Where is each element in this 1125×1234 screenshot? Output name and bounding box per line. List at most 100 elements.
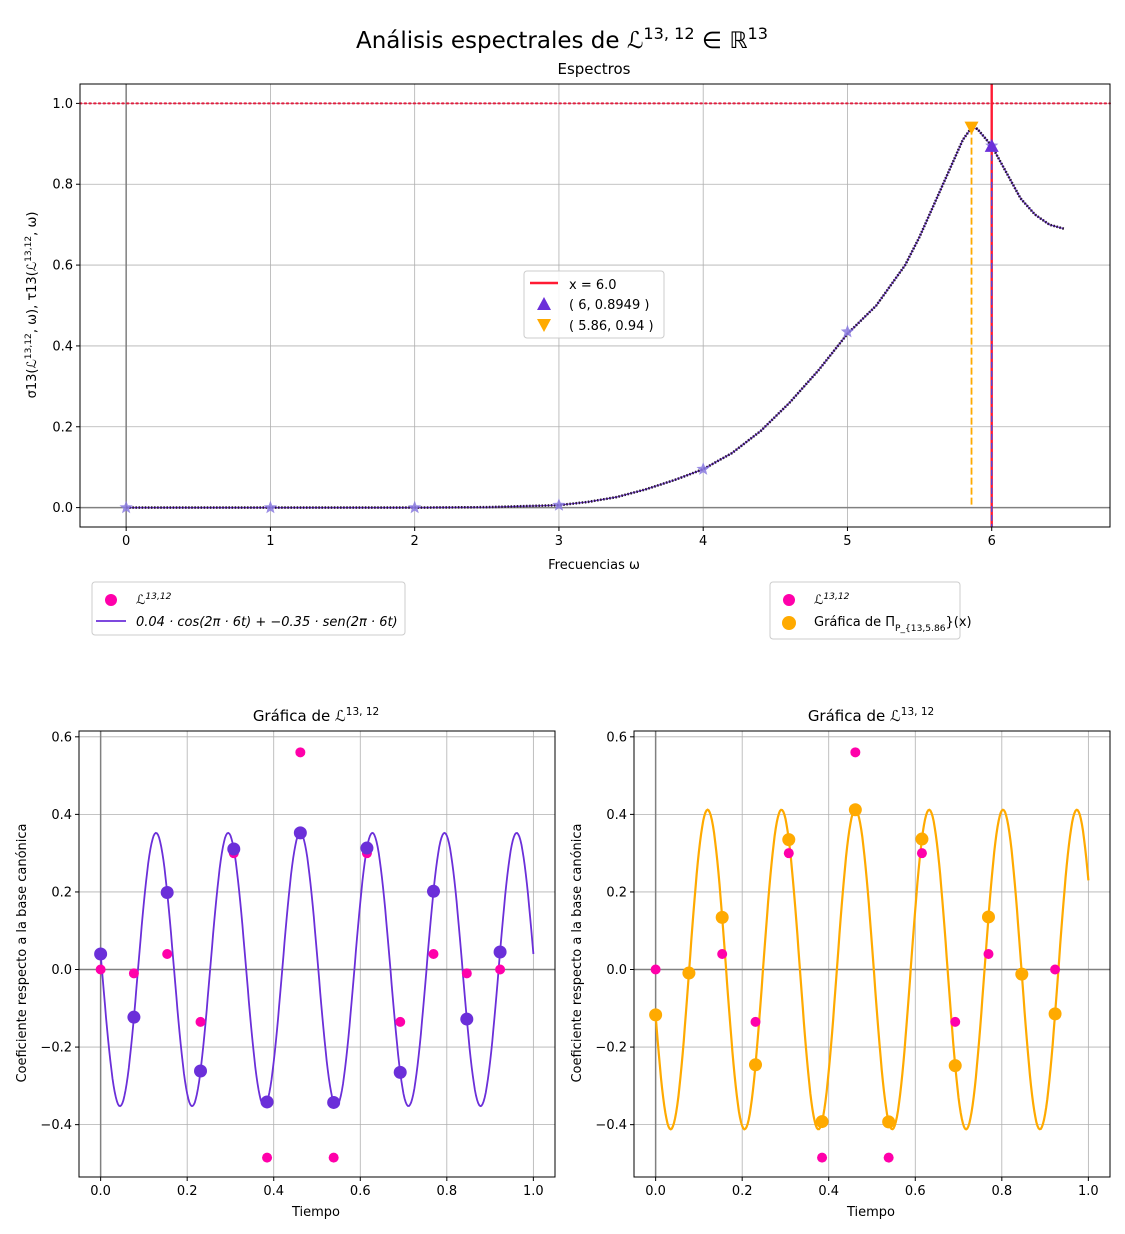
left-sample-point	[495, 964, 506, 975]
left-fit-point	[127, 1010, 141, 1024]
right-legend-label: ℒ13,12	[814, 592, 850, 608]
left-title: Gráfica de ℒ13, 12	[253, 706, 379, 725]
left-fit-point	[393, 1065, 407, 1079]
spectrum-ytick-label: 0.0	[52, 501, 73, 516]
right-xtick-label: 1.0	[1078, 1184, 1099, 1199]
left-fit-point	[194, 1064, 208, 1078]
right-fit-point	[815, 1115, 829, 1129]
spectrum-xlabel: Frecuencias ω	[548, 558, 640, 573]
left-xtick-label: 0.2	[177, 1184, 198, 1199]
spectrum-ylabel: σ13(ℒ13,12, ω), τ13(ℒ13,12, ω)	[24, 212, 40, 399]
left-fit-point	[293, 826, 307, 840]
right-ytick-label: 0.4	[606, 808, 627, 823]
left-fit-point	[94, 947, 108, 961]
left-sample-point	[262, 1152, 273, 1163]
left-legend-label: 0.04 · cos(2π · 6t) + −0.35 · sen(2π · 6…	[136, 615, 398, 630]
left-fit-point	[426, 884, 440, 898]
left-sample-point	[128, 968, 139, 979]
right-fit-curve	[654, 808, 1090, 1131]
right-xlabel: Tiempo	[846, 1205, 895, 1220]
spectrum-ytick-label: 0.2	[52, 420, 73, 435]
left-sample-point	[395, 1016, 406, 1027]
spectrum-xtick-label: 5	[843, 534, 851, 549]
right-fit-point	[882, 1115, 896, 1129]
spectrum-legend-label: ( 6, 0.8949 )	[569, 298, 649, 313]
right-fit-point	[1015, 967, 1029, 981]
right-ytick-label: −0.2	[595, 1041, 627, 1056]
left-ytick-label: 0.0	[51, 963, 72, 978]
left-sample-point	[162, 949, 173, 959]
left-xlabel: Tiempo	[291, 1205, 340, 1220]
right-fit-point	[981, 910, 995, 924]
spectrum-star-marker	[263, 500, 278, 514]
spectrum-star-marker	[408, 500, 422, 514]
left-ytick-label: −0.4	[40, 1118, 72, 1133]
left-sample-point	[428, 949, 439, 959]
spectrum-legend-label: x = 6.0	[569, 278, 617, 293]
right-xtick-label: 0.0	[645, 1184, 666, 1199]
right-fit-point	[682, 966, 696, 980]
right-ytick-label: 0.2	[606, 885, 627, 900]
right-sample-point	[916, 848, 927, 859]
spectrum-star-marker	[696, 462, 710, 475]
left-fit-point	[260, 1095, 274, 1109]
spectrum-ytick-label: 1.0	[52, 97, 73, 112]
right-fit-point	[848, 803, 862, 817]
left-ytick-label: −0.2	[40, 1041, 72, 1056]
left-legend-sample-swatch	[105, 594, 117, 606]
right-sample-point	[717, 949, 728, 959]
right-fit-point	[749, 1058, 763, 1072]
left-sample-point	[195, 1016, 206, 1027]
right-legend-fit-swatch	[782, 616, 796, 630]
right-legend-box	[769, 581, 961, 640]
right-sample-point	[883, 1152, 894, 1163]
spectrum-legend-box	[523, 270, 665, 339]
right-title: Gráfica de ℒ13, 12	[808, 706, 934, 725]
left-ytick-label: 0.6	[51, 730, 72, 745]
left-frame	[78, 730, 556, 1178]
left-fit-point	[493, 945, 507, 959]
left-axes: Gráfica de ℒ13, 12 Tiempo Coeficiente re…	[15, 706, 556, 1220]
spectrum-xtick-label: 3	[555, 534, 563, 549]
right-fit-point	[948, 1059, 962, 1073]
right-sample-point	[750, 1016, 761, 1027]
right-fit-point	[649, 1008, 663, 1022]
spectrum-star-marker	[119, 500, 133, 514]
left-legend-label: ℒ13,12	[136, 592, 172, 608]
spectrum-legend-label: ( 5.86, 0.94 )	[569, 319, 654, 334]
spectrum-xtick-label: 4	[699, 534, 707, 549]
legends: ℒ13,12 0.04 · cos(2π · 6t) + −0.35 · sen(…	[91, 581, 972, 640]
left-xtick-label: 0.4	[263, 1184, 284, 1199]
spectrum-star-marker	[552, 498, 566, 511]
right-ytick-label: 0.0	[606, 963, 627, 978]
right-axes: Gráfica de ℒ13, 12 Tiempo Coeficiente re…	[570, 706, 1111, 1220]
left-ylabel: Coeficiente respecto a la base canónica	[15, 823, 30, 1082]
right-fit-point	[1048, 1007, 1062, 1021]
right-sample-point	[983, 949, 994, 959]
spectrum-ytick-label: 0.8	[52, 178, 73, 193]
right-sample-point	[817, 1152, 828, 1163]
right-fit-point	[715, 910, 729, 924]
left-ytick-label: 0.4	[51, 808, 72, 823]
left-xtick-label: 0.8	[436, 1184, 457, 1199]
spectrum-axes: Espectros Frecuencias ω σ13(ℒ13,12, ω), …	[24, 60, 1111, 573]
right-xtick-label: 0.6	[905, 1184, 926, 1199]
right-ylabel: Coeficiente respecto a la base canónica	[570, 823, 585, 1082]
left-fit-point	[160, 885, 174, 899]
right-legend-label: Gráfica de ΠP_{13,5.86}(x)	[814, 615, 972, 634]
spectrum-down-marker	[964, 121, 979, 135]
left-fit-point	[227, 842, 241, 856]
right-xtick-label: 0.2	[732, 1184, 753, 1199]
left-sample-point	[295, 747, 306, 758]
left-fit-point	[460, 1012, 474, 1026]
spectrum-up-marker	[984, 138, 999, 152]
legend-up-swatch	[537, 297, 551, 310]
left-sample-point	[95, 964, 106, 975]
legend-down-swatch	[537, 319, 551, 332]
spectrum-xtick-label: 0	[122, 534, 130, 549]
left-sample-point	[328, 1152, 339, 1163]
left-xtick-label: 1.0	[523, 1184, 544, 1199]
right-legend: ℒ13,12 Gráfica de ΠP_{13,5.86}(x)	[769, 581, 972, 640]
right-sample-point	[1050, 964, 1061, 975]
right-fit-point	[782, 833, 796, 847]
